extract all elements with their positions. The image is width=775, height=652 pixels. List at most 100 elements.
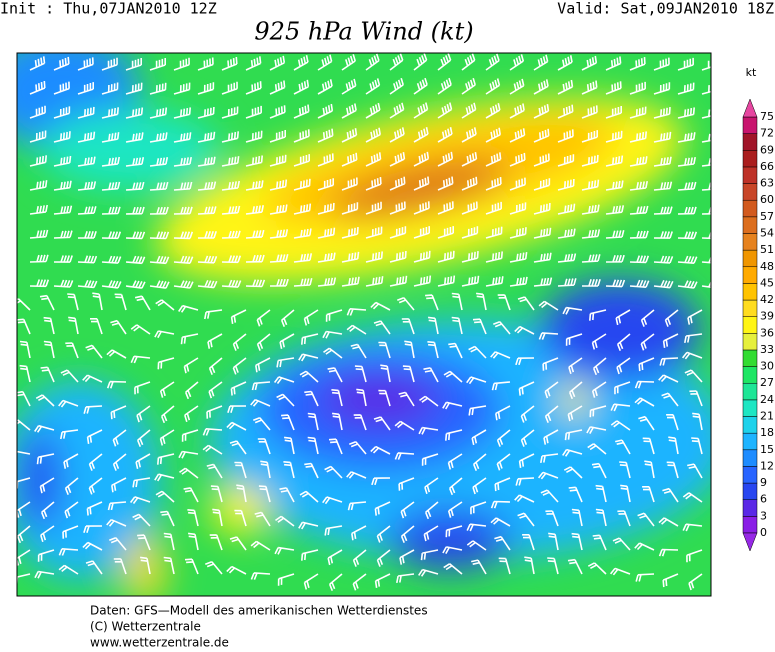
colorbar-label: 66 (760, 160, 774, 173)
wind-barb (184, 405, 199, 423)
wind-barb (269, 278, 289, 287)
colorbar: 0369121518212427303336394245485154576063… (742, 98, 774, 552)
wind-barb (181, 429, 199, 442)
wind-barb (389, 127, 405, 143)
wind-barb (514, 494, 535, 503)
wind-barb (317, 252, 336, 263)
wind-barb (125, 181, 145, 191)
colorbar-box (742, 416, 758, 434)
wind-barb (60, 369, 79, 383)
wind-barb (398, 477, 415, 491)
wind-barb (533, 153, 550, 167)
wind-barb (629, 106, 647, 119)
wind-barb (662, 487, 679, 503)
wind-barb (592, 534, 607, 551)
wind-barb (448, 477, 463, 496)
wind-barb (322, 330, 343, 339)
wind-barb (437, 127, 453, 143)
wind-barb (677, 156, 696, 167)
wind-barb (509, 54, 525, 71)
wind-barb (581, 229, 601, 239)
wind-barb (371, 477, 391, 486)
wind-barb (232, 357, 247, 375)
wind-barb (640, 309, 655, 327)
wind-barb (149, 157, 169, 167)
wind-barb (40, 501, 55, 520)
wind-barb (701, 109, 711, 119)
wind-barb (494, 477, 511, 492)
wind-barb (64, 501, 79, 519)
wind-barb (365, 201, 382, 215)
wind-barb (389, 275, 408, 287)
wind-barb (53, 56, 70, 71)
wind-barb (323, 347, 343, 359)
wind-barb (53, 131, 71, 143)
wind-barb (258, 485, 271, 503)
wind-barb (472, 453, 487, 471)
wind-barb (269, 179, 288, 191)
wind-barb (701, 231, 711, 240)
colorbar-label: 3 (760, 509, 767, 522)
wind-barb (29, 155, 47, 167)
colorbar-box (742, 199, 758, 218)
footer-line: Daten: GFS—Modell des amerikanischen Wet… (90, 604, 428, 618)
wind-barb (159, 381, 175, 398)
colorbar-box (742, 116, 758, 134)
wind-barb (365, 177, 382, 191)
wind-barb (544, 381, 559, 399)
wind-barb (701, 59, 711, 71)
wind-barb (571, 532, 583, 551)
wind-barb (317, 79, 333, 95)
wind-barb (437, 77, 452, 95)
wind-barb (389, 250, 407, 263)
wind-barb (226, 421, 247, 431)
wind-barb (533, 202, 551, 215)
wind-barb (173, 181, 193, 191)
colorbar-box (742, 233, 758, 251)
wind-barb (206, 405, 223, 419)
wind-barb (210, 485, 223, 503)
wind-barb (677, 82, 695, 95)
wind-barb (197, 82, 215, 95)
wind-barb (389, 151, 406, 167)
wind-barb (245, 180, 264, 191)
wind-barb (293, 55, 309, 71)
wind-barb (221, 81, 238, 95)
wind-barb (485, 177, 502, 191)
wind-barb (420, 549, 439, 561)
colorbar-box (742, 366, 758, 384)
wind-barb (92, 292, 103, 311)
wind-barb (274, 546, 295, 555)
wind-barb (380, 364, 391, 383)
wind-barb (567, 558, 583, 575)
wind-barb (490, 351, 511, 359)
wind-barb (691, 437, 703, 455)
wind-barb (317, 54, 333, 71)
wind-barb (327, 549, 343, 566)
wind-barb (401, 318, 415, 335)
wind-barb (509, 202, 527, 215)
wind-barb (29, 130, 47, 143)
wind-barb (101, 156, 120, 167)
wind-barb (229, 440, 247, 455)
wind-barb (173, 82, 191, 95)
wind-barb (661, 392, 679, 407)
wind-barb (396, 573, 415, 584)
wind-barb (221, 230, 241, 239)
wind-barb (658, 517, 679, 527)
wind-barb (634, 542, 655, 551)
wind-barb (638, 415, 655, 431)
wind-barb (591, 462, 607, 479)
wind-barb (681, 351, 703, 360)
wind-barb (595, 484, 607, 503)
wind-barb (509, 251, 528, 263)
wind-barb (605, 279, 626, 288)
wind-barb (155, 490, 175, 503)
colorbar-box (742, 249, 758, 268)
wind-barb (324, 465, 343, 479)
wind-barb (370, 301, 391, 311)
wind-barb (331, 412, 343, 431)
wind-barb (496, 429, 511, 447)
wind-barb (197, 181, 217, 191)
wind-barb (187, 532, 199, 551)
